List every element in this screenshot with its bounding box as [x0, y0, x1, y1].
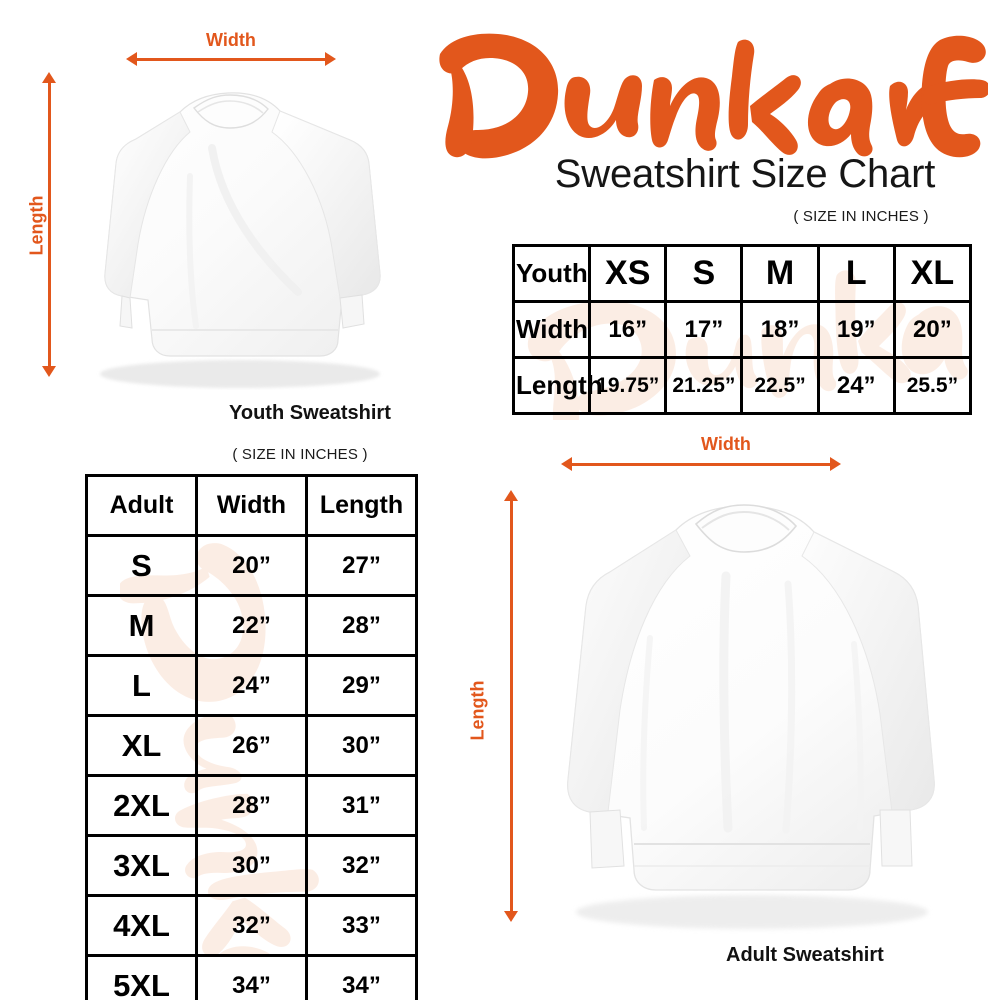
- youth-length-arrow: [42, 72, 56, 377]
- youth-units-note: ( SIZE IN INCHES ): [793, 208, 929, 225]
- arrow-tip-right: [325, 52, 336, 66]
- adult-width-2xl: 28”: [195, 774, 308, 837]
- adult-length-s: 27”: [305, 534, 418, 597]
- adult-sweatshirt-caption: Adult Sweatshirt: [726, 944, 884, 966]
- adult-length-l: 29”: [305, 654, 418, 717]
- adult-size-4xl: 4XL: [85, 894, 198, 957]
- youth-length-m: 22.5”: [740, 356, 820, 415]
- table-row: L 24” 29”: [85, 654, 418, 717]
- arrow-line: [48, 79, 51, 370]
- youth-size-table: Youth XS S M L XL Width 16” 17” 18” 19” …: [511, 244, 973, 415]
- youth-width-l: 19”: [816, 300, 896, 359]
- arrow-tip-left: [126, 52, 137, 66]
- youth-length-xl: 25.5”: [892, 356, 973, 415]
- adult-header-width: Width: [195, 474, 308, 537]
- adult-header-length: Length: [305, 474, 418, 537]
- adult-header-size: Adult: [85, 474, 198, 537]
- adult-length-4xl: 33”: [305, 894, 418, 957]
- table-row: 3XL 30” 32”: [85, 834, 418, 897]
- youth-width-s: 17”: [664, 300, 744, 359]
- table-row: XL 26” 30”: [85, 714, 418, 777]
- table-row: Width 16” 17” 18” 19” 20”: [511, 300, 973, 359]
- youth-width-xl: 20”: [892, 300, 973, 359]
- youth-sweatshirt-image: [62, 78, 402, 390]
- table-row: Length 19.75” 21.25” 22.5” 24” 25.5”: [511, 356, 973, 415]
- youth-length-xs: 19.75”: [588, 356, 668, 415]
- adult-length-m: 28”: [305, 594, 418, 657]
- adult-size-3xl: 3XL: [85, 834, 198, 897]
- youth-size-xl: XL: [892, 244, 973, 303]
- youth-sweatshirt-caption: Youth Sweatshirt: [229, 402, 391, 424]
- adult-length-2xl: 31”: [305, 774, 418, 837]
- youth-size-xs: XS: [588, 244, 668, 303]
- adult-width-xl: 26”: [195, 714, 308, 777]
- arrow-line: [568, 463, 834, 466]
- table-row: Adult Width Length: [85, 474, 418, 537]
- adult-size-5xl: 5XL: [85, 954, 198, 1000]
- table-row: 2XL 28” 31”: [85, 774, 418, 837]
- adult-width-m: 22”: [195, 594, 308, 657]
- youth-length-s: 21.25”: [664, 356, 744, 415]
- arrow-line: [133, 58, 329, 61]
- arrow-line: [510, 497, 513, 915]
- adult-size-table: Adult Width Length S 20” 27” M 22” 28” L…: [85, 474, 418, 1000]
- youth-width-label: Width: [206, 30, 256, 50]
- adult-size-m: M: [85, 594, 198, 657]
- youth-row-header: Youth: [511, 244, 592, 303]
- youth-width-row-label: Width: [511, 300, 592, 359]
- adult-sweatshirt-image: [530, 488, 970, 934]
- youth-length-label: Length: [26, 195, 47, 256]
- table-row: 4XL 32” 33”: [85, 894, 418, 957]
- adult-width-4xl: 32”: [195, 894, 308, 957]
- youth-length-row-label: Length: [511, 356, 603, 415]
- adult-size-xl: XL: [85, 714, 198, 777]
- adult-width-l: 24”: [195, 654, 308, 717]
- arrow-tip-right: [830, 457, 841, 471]
- adult-size-s: S: [85, 534, 198, 597]
- table-row: Youth XS S M L XL: [511, 244, 973, 303]
- youth-length-l: 24”: [816, 356, 896, 415]
- arrow-tip-top: [42, 72, 56, 83]
- arrow-tip-bottom: [42, 366, 56, 377]
- brand-logo: [432, 24, 988, 164]
- adult-width-3xl: 30”: [195, 834, 308, 897]
- adult-size-l: L: [85, 654, 198, 717]
- table-row: S 20” 27”: [85, 534, 418, 597]
- youth-size-m: M: [740, 244, 820, 303]
- adult-width-label: Width: [701, 434, 751, 454]
- adult-length-label: Length: [467, 680, 488, 741]
- youth-size-s: S: [664, 244, 744, 303]
- youth-width-m: 18”: [740, 300, 820, 359]
- arrow-tip-top: [504, 490, 518, 501]
- youth-width-xs: 16”: [588, 300, 668, 359]
- arrow-tip-bottom: [504, 911, 518, 922]
- adult-length-3xl: 32”: [305, 834, 418, 897]
- youth-width-arrow: [126, 52, 336, 66]
- adult-length-xl: 30”: [305, 714, 418, 777]
- adult-width-5xl: 34”: [195, 954, 308, 1000]
- youth-size-l: L: [816, 244, 896, 303]
- table-row: M 22” 28”: [85, 594, 418, 657]
- adult-size-2xl: 2XL: [85, 774, 198, 837]
- adult-width-arrow: [561, 457, 841, 471]
- adult-length-5xl: 34”: [305, 954, 418, 1000]
- adult-units-note: ( SIZE IN INCHES ): [232, 446, 368, 463]
- page-title: Sweatshirt Size Chart: [554, 152, 936, 196]
- adult-length-arrow: [504, 490, 518, 922]
- arrow-tip-left: [561, 457, 572, 471]
- table-row: 5XL 34” 34”: [85, 954, 418, 1000]
- adult-width-s: 20”: [195, 534, 308, 597]
